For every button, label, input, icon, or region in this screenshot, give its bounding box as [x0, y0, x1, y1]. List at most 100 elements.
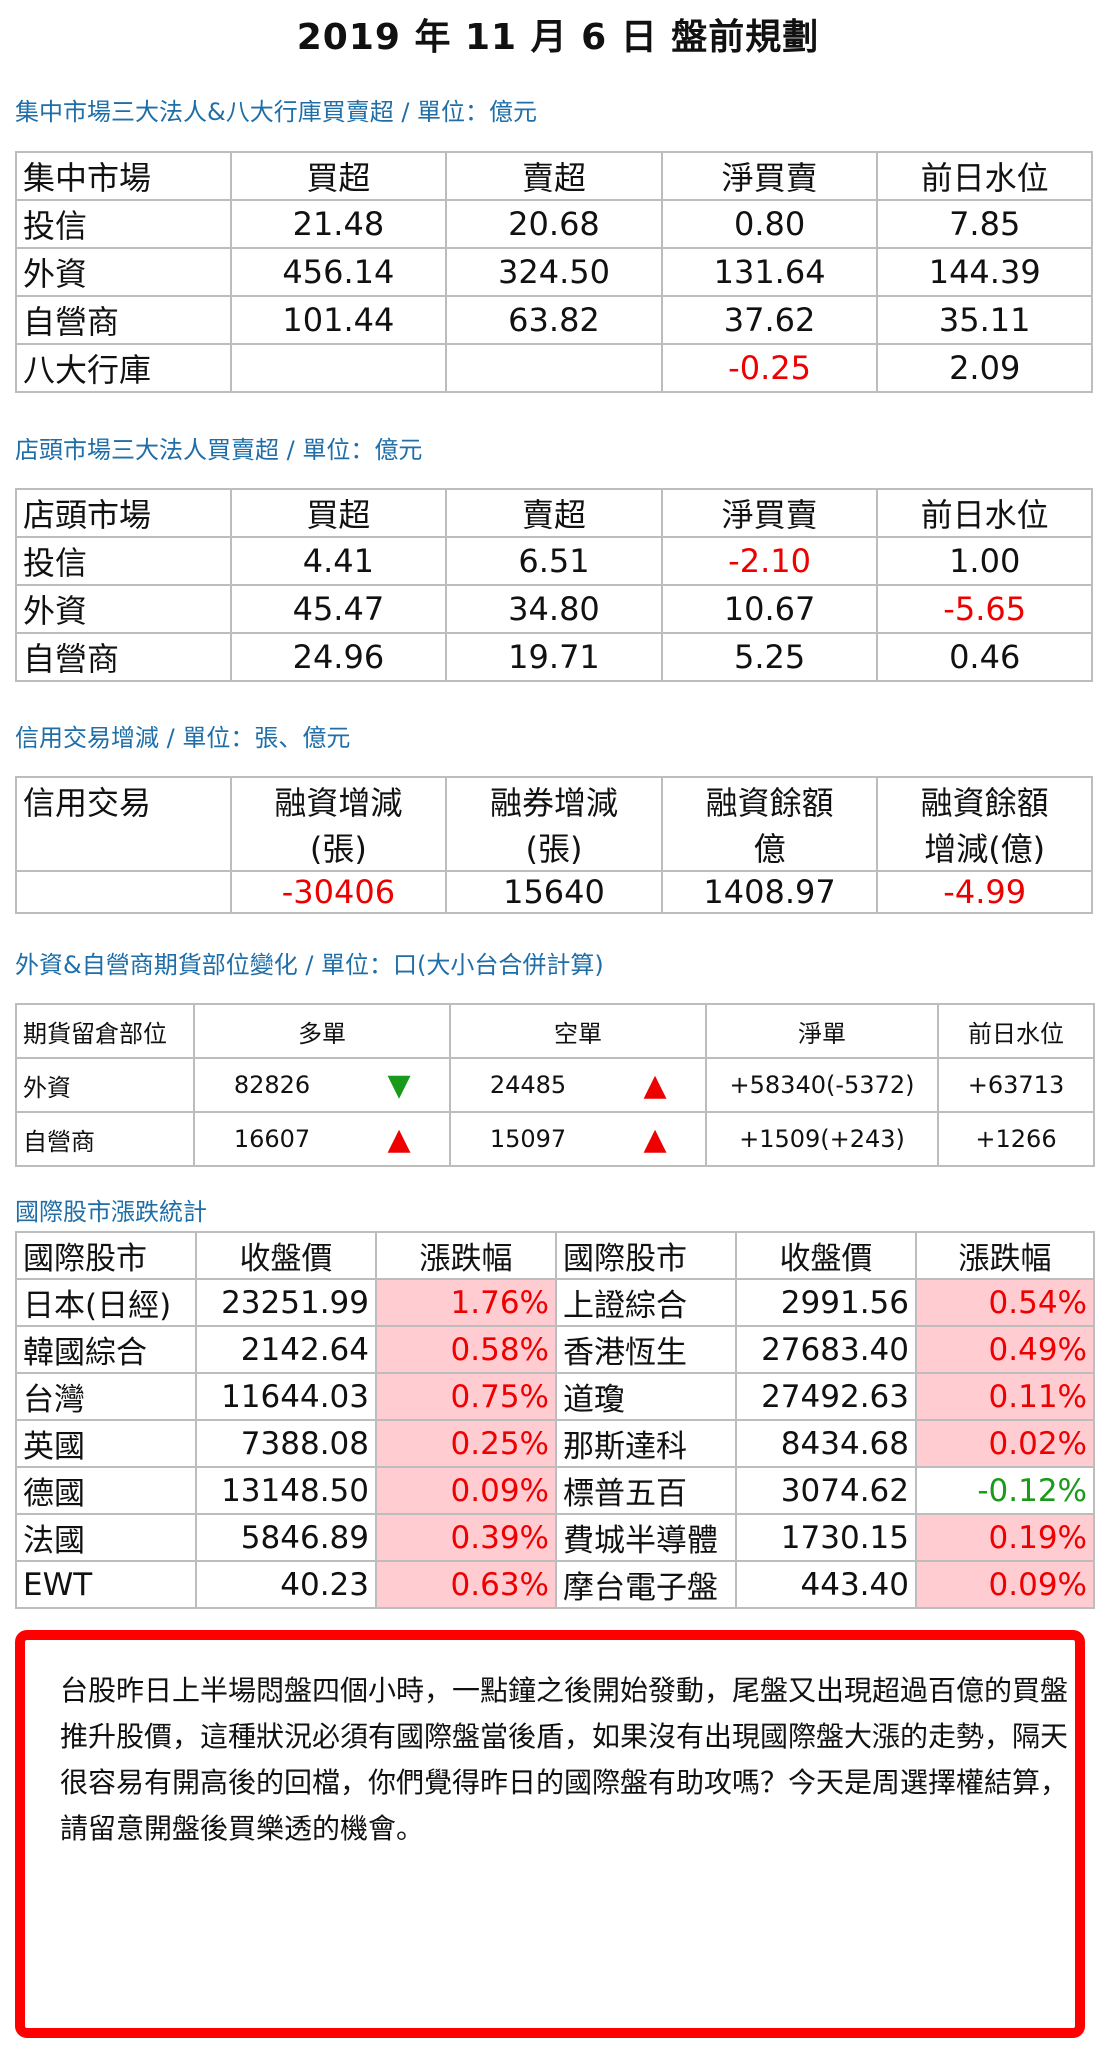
- table-cell: 台灣: [15, 1372, 197, 1421]
- table-row: 外資 45.47 34.80 10.67 -5.65: [15, 584, 1093, 634]
- table-header-cell: 買超: [229, 151, 448, 201]
- table-row: 英國 7388.08 0.25% 那斯達科 8434.68 0.02%: [15, 1419, 1095, 1468]
- table-cell: 23251.99: [195, 1278, 377, 1327]
- table-header-cell: 淨買賣: [660, 488, 879, 538]
- table-cell: 0.19%: [915, 1513, 1095, 1562]
- table-cell: 0.39%: [375, 1513, 557, 1562]
- triangle-up-icon: ▲: [605, 1111, 707, 1167]
- table-cell: 24.96: [229, 632, 448, 682]
- table-cell: 324.50: [445, 247, 663, 297]
- table-cell: +63713: [937, 1057, 1095, 1113]
- table-cell: +1509(+243): [705, 1111, 939, 1167]
- commentary-text: 台股昨日上半場悶盤四個小時，一點鐘之後開始發動，尾盤又出現超過百億的買盤推升股價…: [60, 1674, 1069, 1845]
- table-row: 自營商 16607 ▲ 15097 ▲ +1509(+243) +1266: [15, 1111, 1095, 1167]
- table-cell: 0.09%: [375, 1466, 557, 1515]
- table-cell: 法國: [15, 1513, 197, 1562]
- table-header-row: 信用交易 融資增減 融券增減 融資餘額 融資餘額: [15, 776, 1093, 824]
- table-header-cell: 買超: [229, 488, 448, 538]
- table-row: 德國 13148.50 0.09% 標普五百 3074.62 -0.12%: [15, 1466, 1095, 1515]
- table-cell: 24485: [449, 1057, 605, 1113]
- table-cell: 2142.64: [195, 1325, 377, 1374]
- otc-table: 店頭市場 買超 賣超 淨買賣 前日水位 投信 4.41 6.51 -2.10 1…: [15, 488, 1093, 682]
- table-cell: 自營商: [15, 632, 232, 682]
- table-header-cell: 空單: [449, 1003, 707, 1059]
- table-header-cell: (張): [229, 824, 448, 872]
- table-cell: 1.76%: [375, 1278, 557, 1327]
- table-cell: 35.11: [876, 295, 1093, 345]
- table-header-cell: 店頭市場: [15, 488, 232, 538]
- table-cell: 63.82: [445, 295, 663, 345]
- table-cell: 4.41: [229, 536, 448, 586]
- table-cell: 0.80: [660, 199, 879, 249]
- table-cell: 45.47: [229, 584, 448, 634]
- table-cell: 0.11%: [915, 1372, 1095, 1421]
- table-header-cell: 前日水位: [876, 151, 1093, 201]
- table-row: 法國 5846.89 0.39% 費城半導體 1730.15 0.19%: [15, 1513, 1095, 1562]
- table-cell: 6.51: [445, 536, 663, 586]
- table-cell: 道瓊: [555, 1372, 737, 1421]
- table-cell: 0.58%: [375, 1325, 557, 1374]
- table-cell: 34.80: [445, 584, 663, 634]
- twse-table: 集中市場 買超 賣超 淨買賣 前日水位 投信 21.48 20.68 0.80 …: [15, 151, 1093, 393]
- table-cell: 0.09%: [915, 1560, 1095, 1609]
- table-cell: 1730.15: [735, 1513, 917, 1562]
- table-cell: 自營商: [15, 295, 232, 345]
- table-cell: 0.25%: [375, 1419, 557, 1468]
- table-cell: 1408.97: [660, 870, 879, 914]
- table-cell: 10.67: [660, 584, 879, 634]
- table-cell: 7.85: [876, 199, 1093, 249]
- table-header-cell: 漲跌幅: [375, 1231, 557, 1280]
- table-cell: EWT: [15, 1560, 197, 1609]
- table-cell: 21.48: [229, 199, 448, 249]
- table-cell: -4.99: [876, 870, 1093, 914]
- table-row: 八大行庫 -0.25 2.09: [15, 343, 1093, 393]
- table-cell: 19.71: [445, 632, 663, 682]
- table-cell: 外資: [15, 1057, 195, 1113]
- section-title-intl: 國際股市漲跌統計: [15, 1198, 207, 1226]
- table-row: 投信 4.41 6.51 -2.10 1.00: [15, 536, 1093, 586]
- table-cell: 0.49%: [915, 1325, 1095, 1374]
- table-cell: 那斯達科: [555, 1419, 737, 1468]
- table-cell: 投信: [15, 536, 232, 586]
- commentary-box: 台股昨日上半場悶盤四個小時，一點鐘之後開始發動，尾盤又出現超過百億的買盤推升股價…: [15, 1630, 1085, 2038]
- table-cell: [445, 343, 663, 393]
- table-row: EWT 40.23 0.63% 摩台電子盤 443.40 0.09%: [15, 1560, 1095, 1609]
- table-cell: 0.63%: [375, 1560, 557, 1609]
- table-cell: -0.12%: [915, 1466, 1095, 1515]
- table-cell: 八大行庫: [15, 343, 232, 393]
- table-row: 韓國綜合 2142.64 0.58% 香港恆生 27683.40 0.49%: [15, 1325, 1095, 1374]
- table-header-cell: 賣超: [445, 151, 663, 201]
- table-cell: 3074.62: [735, 1466, 917, 1515]
- table-row: 自營商 101.44 63.82 37.62 35.11: [15, 295, 1093, 345]
- table-cell: 7388.08: [195, 1419, 377, 1468]
- table-cell: 131.64: [660, 247, 879, 297]
- section-title-otc: 店頭市場三大法人買賣超 / 單位：億元: [15, 436, 423, 464]
- table-cell: 40.23: [195, 1560, 377, 1609]
- table-cell: 11644.03: [195, 1372, 377, 1421]
- table-cell: 16607: [193, 1111, 349, 1167]
- table-header-cell: 融資餘額: [876, 776, 1093, 824]
- table-header-cell: 多單: [193, 1003, 451, 1059]
- triangle-up-icon: ▲: [349, 1111, 451, 1167]
- table-header-cell: 國際股市: [555, 1231, 737, 1280]
- futures-table: 期貨留倉部位 多單 空單 淨單 前日水位 外資 82826 ▼ 24485 ▲ …: [15, 1003, 1095, 1167]
- triangle-down-icon: ▼: [349, 1057, 451, 1113]
- table-cell: 0.46: [876, 632, 1093, 682]
- table-cell: 英國: [15, 1419, 197, 1468]
- table-cell: -0.25: [660, 343, 879, 393]
- table-cell: 0.75%: [375, 1372, 557, 1421]
- table-cell: 5846.89: [195, 1513, 377, 1562]
- table-cell: 15640: [445, 870, 663, 914]
- table-cell: -2.10: [660, 536, 879, 586]
- table-cell: 27683.40: [735, 1325, 917, 1374]
- table-header-cell: 收盤價: [735, 1231, 917, 1280]
- section-title-futures: 外資&自營商期貨部位變化 / 單位：口(大小台合併計算): [15, 951, 604, 979]
- triangle-up-icon: ▲: [605, 1057, 707, 1113]
- table-cell: 費城半導體: [555, 1513, 737, 1562]
- table-cell: 13148.50: [195, 1466, 377, 1515]
- table-cell: -30406: [229, 870, 448, 914]
- table-header-cell: 期貨留倉部位: [15, 1003, 195, 1059]
- table-cell: -5.65: [876, 584, 1093, 634]
- section-title-margin: 信用交易增減 / 單位：張、億元: [15, 724, 351, 752]
- table-cell: +58340(-5372): [705, 1057, 939, 1113]
